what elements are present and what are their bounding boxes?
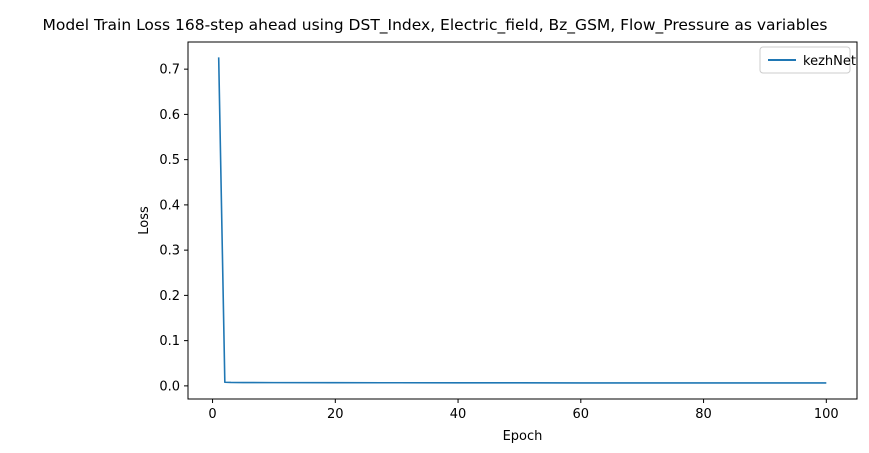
- y-tick-label: 0.2: [159, 289, 180, 304]
- y-tick-label: 0.4: [159, 198, 180, 213]
- y-tick-label: 0.7: [159, 63, 180, 78]
- y-tick-label: 0.0: [159, 379, 180, 394]
- legend-label: kezhNet: [803, 54, 856, 69]
- x-tick-label: 40: [450, 407, 467, 422]
- x-tick-label: 80: [695, 407, 712, 422]
- x-tick-label: 60: [573, 407, 590, 422]
- x-axis-ticks: 0 20 40 60 80 100: [208, 399, 839, 422]
- plot-frame: [187, 41, 858, 400]
- y-tick-label: 0.3: [159, 244, 180, 259]
- x-tick-label: 100: [814, 407, 839, 422]
- series-line: [217, 57, 827, 384]
- y-axis-ticks: 0.0 0.1 0.2 0.3 0.4 0.5 0.6 0.7: [159, 63, 188, 394]
- chart-title: Model Train Loss 168-step ahead using DS…: [42, 16, 827, 35]
- y-tick-label: 0.1: [159, 334, 180, 349]
- x-axis-label: Epoch: [503, 429, 543, 444]
- x-tick-label: 20: [327, 407, 344, 422]
- legend-box: [759, 46, 851, 74]
- x-tick-label: 0: [208, 407, 216, 422]
- legend: kezhNet: [759, 46, 856, 74]
- y-tick-label: 0.6: [159, 108, 180, 123]
- y-axis-label: Loss: [137, 206, 152, 235]
- y-tick-label: 0.5: [159, 153, 180, 168]
- plot-area: [217, 57, 827, 384]
